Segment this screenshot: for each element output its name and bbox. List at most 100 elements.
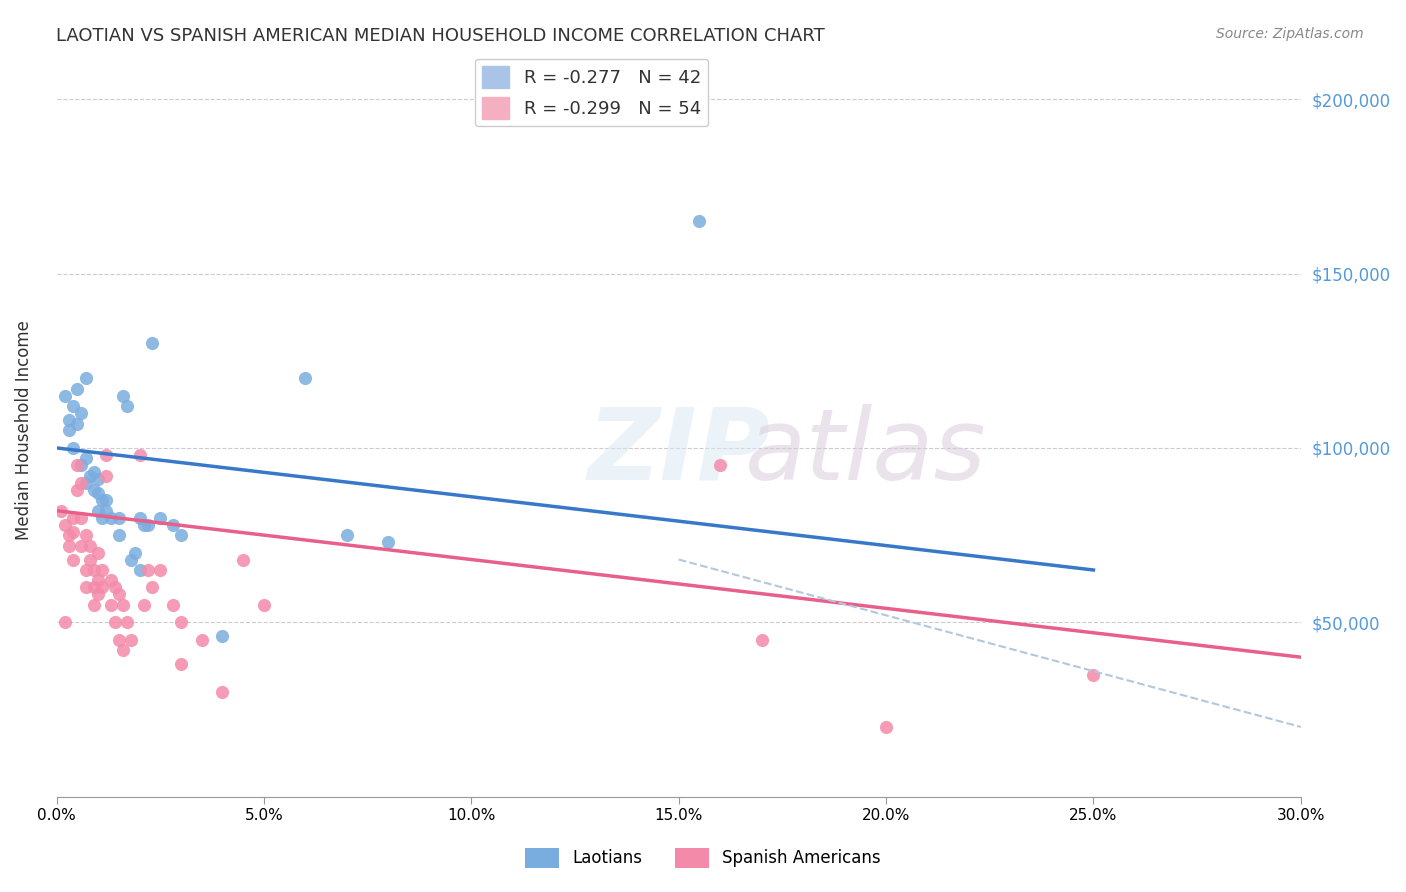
Point [83,598,105,612]
Point [128,510,150,524]
Point [96,448,118,462]
Point [1083,667,1105,681]
Point [96,493,118,508]
Point [87,472,110,486]
Point [83,563,105,577]
Point [79,468,101,483]
Point [136,517,159,532]
Point [751,632,773,647]
Point [191,632,214,647]
Point [120,552,142,566]
Legend: R = -0.277   N = 42, R = -0.299   N = 54: R = -0.277 N = 42, R = -0.299 N = 54 [475,59,709,126]
Point [141,581,163,595]
Point [115,399,138,413]
Point [53,517,76,532]
Point [62,552,84,566]
Point [62,510,84,524]
Point [253,598,276,612]
Point [83,581,105,595]
Point [149,563,172,577]
Point [128,448,150,462]
Point [111,643,134,657]
Text: atlas: atlas [745,404,986,501]
Point [62,524,84,539]
Point [87,486,110,500]
Point [87,574,110,588]
Point [162,517,184,532]
Point [104,581,127,595]
Point [170,657,193,672]
Point [75,581,97,595]
Point [104,615,127,630]
Point [211,685,233,699]
Point [75,451,97,466]
Point [108,528,131,542]
Point [128,563,150,577]
Point [75,475,97,490]
Point [120,632,142,647]
Point [132,517,155,532]
Point [141,336,163,351]
Point [136,563,159,577]
Point [91,581,114,595]
Point [170,615,193,630]
Point [377,535,399,549]
Point [75,528,97,542]
Y-axis label: Median Household Income: Median Household Income [15,320,32,541]
Point [108,632,131,647]
Point [162,598,184,612]
Point [91,563,114,577]
Point [124,545,146,559]
Point [108,510,131,524]
Text: ZIP: ZIP [588,404,770,501]
Point [100,574,122,588]
Point [79,552,101,566]
Point [875,720,897,734]
Point [66,483,89,497]
Point [58,424,80,438]
Point [170,528,193,542]
Text: Source: ZipAtlas.com: Source: ZipAtlas.com [1216,27,1364,41]
Point [70,510,93,524]
Point [49,504,72,518]
Point [108,587,131,601]
Point [87,545,110,559]
Point [96,468,118,483]
Point [688,214,710,228]
Point [70,539,93,553]
Point [83,466,105,480]
Point [66,382,89,396]
Point [96,504,118,518]
Point [62,441,84,455]
Point [70,406,93,420]
Point [75,371,97,385]
Point [115,615,138,630]
Point [100,598,122,612]
Point [58,413,80,427]
Point [66,458,89,473]
Point [211,629,233,643]
Point [66,417,89,431]
Point [132,598,155,612]
Point [709,458,731,473]
Point [83,483,105,497]
Point [91,510,114,524]
Point [70,458,93,473]
Point [58,539,80,553]
Point [70,475,93,490]
Point [149,510,172,524]
Point [87,587,110,601]
Point [75,563,97,577]
Point [336,528,359,542]
Point [232,552,254,566]
Point [100,510,122,524]
Point [79,539,101,553]
Point [53,389,76,403]
Point [87,504,110,518]
Point [91,493,114,508]
Text: LAOTIAN VS SPANISH AMERICAN MEDIAN HOUSEHOLD INCOME CORRELATION CHART: LAOTIAN VS SPANISH AMERICAN MEDIAN HOUSE… [56,27,825,45]
Point [62,399,84,413]
Legend: Laotians, Spanish Americans: Laotians, Spanish Americans [519,841,887,875]
Point [294,371,316,385]
Point [111,598,134,612]
